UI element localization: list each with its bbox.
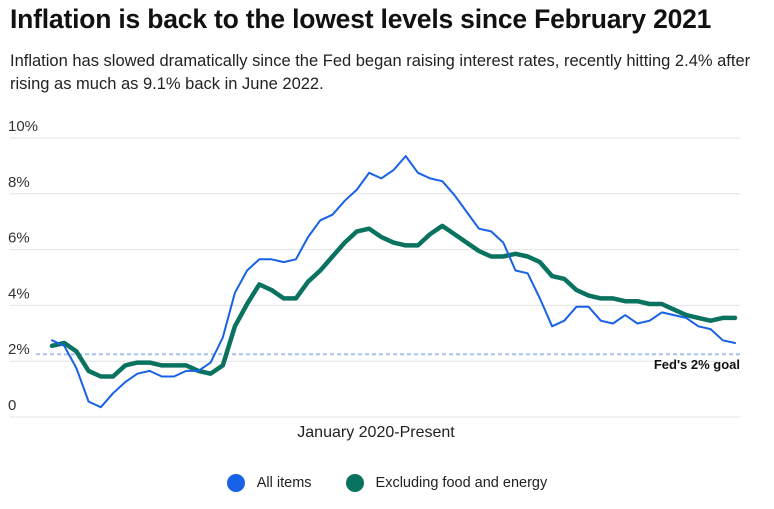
y-tick-label: 8% [8, 174, 30, 191]
chart-title: Inflation is back to the lowest levels s… [10, 4, 712, 34]
y-tick-label: 2% [8, 341, 30, 358]
series-line-core [49, 223, 738, 379]
fed-goal-label: Fed's 2% goal [654, 357, 740, 372]
y-axis-tick-labels: 10% 8% 6% 4% 2% 0 [8, 118, 38, 414]
reference-line-group: Fed's 2% goal [36, 353, 740, 372]
legend-item: All items [226, 474, 312, 492]
gridlines [10, 137, 740, 418]
y-tick-label: 4% [8, 285, 30, 302]
legend-swatch [226, 474, 245, 492]
y-tick-label: 0 [8, 397, 16, 414]
series-lines [49, 155, 738, 409]
inflation-line-chart: 10% 8% 6% 4% 2% 0 Fed's 2% goal January 2020-… [8, 118, 740, 441]
legend-item: Excluding food and energy [345, 474, 548, 492]
chart-subtitle: Inflation has slowed dramatically since … [10, 52, 751, 93]
legend: All items Excluding food and energy [0, 474, 774, 492]
y-tick-label: 6% [8, 230, 30, 247]
series-line-all-items [51, 155, 736, 409]
y-tick-label: 10% [8, 118, 38, 135]
legend-label: All items [256, 475, 312, 491]
legend-swatch [345, 474, 364, 492]
legend-label: Excluding food and energy [375, 475, 548, 491]
x-axis-label: January 2020-Present [297, 424, 455, 441]
